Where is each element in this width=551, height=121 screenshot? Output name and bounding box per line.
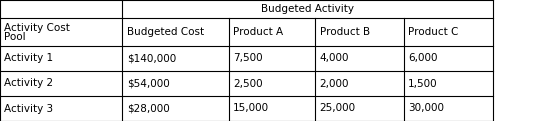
Text: Budgeted Activity: Budgeted Activity bbox=[261, 4, 354, 14]
Text: $28,000: $28,000 bbox=[127, 103, 170, 113]
Text: $54,000: $54,000 bbox=[127, 79, 170, 88]
Text: 2,000: 2,000 bbox=[320, 79, 349, 88]
Text: Activity 1: Activity 1 bbox=[4, 53, 53, 64]
Text: Product B: Product B bbox=[320, 27, 370, 37]
Text: Activity 3: Activity 3 bbox=[4, 103, 53, 113]
Text: 1,500: 1,500 bbox=[408, 79, 438, 88]
Text: $140,000: $140,000 bbox=[127, 53, 176, 64]
Text: Budgeted Cost: Budgeted Cost bbox=[127, 27, 204, 37]
Text: Pool: Pool bbox=[4, 32, 26, 42]
Text: 25,000: 25,000 bbox=[320, 103, 356, 113]
Text: 15,000: 15,000 bbox=[233, 103, 269, 113]
Text: Activity 2: Activity 2 bbox=[4, 79, 53, 88]
Text: 2,500: 2,500 bbox=[233, 79, 263, 88]
Text: 4,000: 4,000 bbox=[320, 53, 349, 64]
Text: 7,500: 7,500 bbox=[233, 53, 263, 64]
Text: Product C: Product C bbox=[408, 27, 458, 37]
Text: 30,000: 30,000 bbox=[408, 103, 444, 113]
Text: Product A: Product A bbox=[233, 27, 283, 37]
Text: 6,000: 6,000 bbox=[408, 53, 438, 64]
Text: Activity Cost: Activity Cost bbox=[4, 23, 71, 33]
